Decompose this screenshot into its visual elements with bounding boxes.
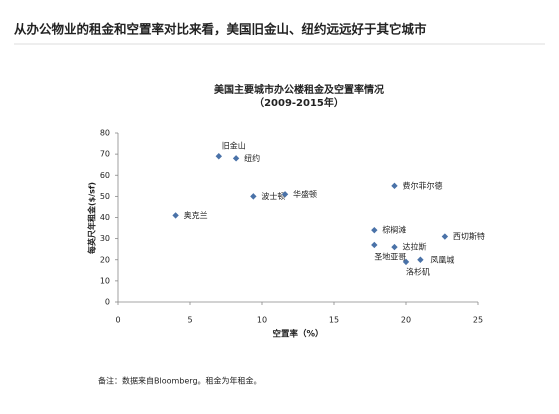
point bbox=[172, 212, 179, 219]
chart-subtitle: （2009-2015年） bbox=[254, 96, 344, 109]
point bbox=[391, 243, 398, 251]
y-tick-label: 60 bbox=[100, 171, 110, 180]
y-tick-label: 40 bbox=[100, 213, 110, 222]
point-label: 西切斯特 bbox=[453, 231, 485, 241]
point-label: 旧金山 bbox=[222, 141, 246, 151]
point-label: 华盛顿 bbox=[293, 189, 317, 199]
point-label: 凤凰城 bbox=[430, 255, 454, 264]
point bbox=[371, 241, 378, 249]
x-axis-label: 空置率（%） bbox=[272, 329, 323, 340]
header-title: 从办公物业的租金和空置率对比来看，美国旧金山、纽约远远好于其它城市 bbox=[14, 22, 427, 37]
x-tick-label: 25 bbox=[473, 316, 483, 325]
note: 备注：数据来自Bloomberg。租金为年租金。 bbox=[98, 376, 262, 386]
point bbox=[215, 153, 222, 160]
x-tick-label: 5 bbox=[187, 316, 192, 325]
point-label: 棕榈滩 bbox=[382, 225, 406, 235]
point bbox=[232, 155, 240, 162]
y-tick-label: 80 bbox=[100, 129, 110, 138]
point bbox=[402, 258, 410, 266]
y-tick-label: 10 bbox=[100, 276, 110, 285]
x-tick-label: 15 bbox=[329, 316, 339, 325]
point-label: 波士顿 bbox=[261, 191, 285, 201]
x-tick-label: 20 bbox=[401, 316, 411, 325]
y-tick-label: 0 bbox=[105, 298, 110, 307]
point bbox=[417, 256, 424, 263]
point-label: 奥克兰 bbox=[184, 210, 208, 220]
point bbox=[441, 233, 449, 240]
point bbox=[250, 193, 257, 200]
point bbox=[391, 182, 398, 190]
chart-title: 美国主要城市办公楼租金及空置率情况 bbox=[214, 83, 384, 96]
y-tick-label: 50 bbox=[100, 192, 110, 201]
point-label: 圣地亚哥 bbox=[374, 251, 406, 261]
y-axis-label: 每英尺年租金($/sf) bbox=[87, 182, 97, 254]
point-label: 达拉斯 bbox=[402, 242, 426, 252]
point-label: 洛杉矶 bbox=[406, 266, 430, 276]
y-tick-label: 20 bbox=[100, 255, 110, 264]
point bbox=[281, 191, 289, 198]
x-tick-label: 0 bbox=[115, 316, 120, 325]
point-label: 费尔菲尔德 bbox=[402, 180, 442, 190]
point bbox=[371, 226, 378, 234]
x-tick-label: 10 bbox=[257, 316, 267, 325]
point-label: 纽约 bbox=[244, 153, 260, 163]
y-tick-label: 70 bbox=[100, 150, 110, 159]
y-tick-label: 30 bbox=[100, 234, 110, 243]
